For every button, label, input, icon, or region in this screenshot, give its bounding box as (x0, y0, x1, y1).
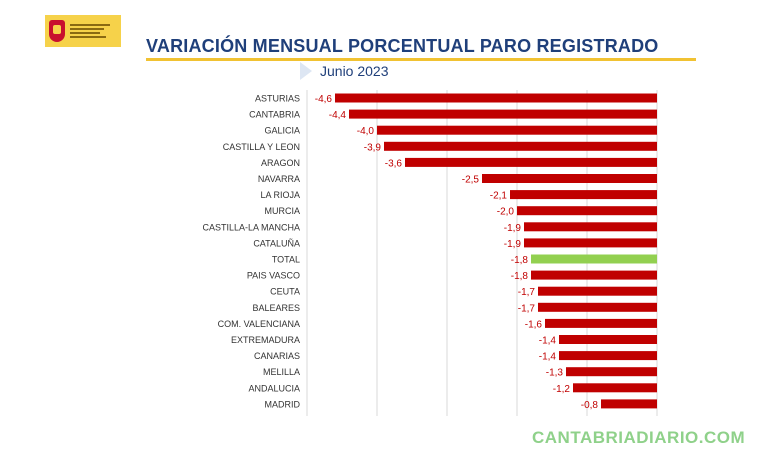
subtitle-row: Junio 2023 (300, 62, 389, 80)
category-label: MELILLA (263, 367, 300, 377)
value-label: -1,2 (553, 384, 571, 395)
value-label: -2,1 (490, 191, 508, 202)
bar-baleares (538, 302, 657, 312)
value-label: -4,0 (357, 126, 375, 137)
value-label: -1,9 (504, 239, 522, 250)
category-label: COM. VALENCIANA (218, 319, 300, 329)
bar-andalucia (573, 383, 657, 393)
value-label: -2,5 (462, 175, 480, 186)
category-label: EXTREMADURA (231, 335, 300, 345)
category-label: CASTILLA-LA MANCHA (202, 222, 300, 232)
bar-madrid (601, 399, 657, 409)
bar-castilla-la-mancha (524, 222, 657, 232)
category-label: CANARIAS (254, 351, 300, 361)
category-label: LA RIOJA (260, 190, 300, 200)
value-label: -1,7 (518, 287, 536, 298)
value-label: -3,6 (385, 158, 403, 169)
bar-la-rioja (510, 190, 657, 200)
chart-title: VARIACIÓN MENSUAL PORCENTUAL PARO REGIST… (146, 36, 696, 61)
bar-canarias (559, 351, 657, 361)
value-label: -1,4 (539, 352, 557, 363)
value-label: -4,6 (315, 94, 333, 105)
category-label: GALICIA (264, 126, 300, 136)
bar-cataluña (524, 238, 657, 248)
bar-com-valenciana (545, 318, 657, 328)
category-label: NAVARRA (258, 174, 300, 184)
category-label: CEUTA (270, 287, 300, 297)
value-label: -1,8 (511, 255, 529, 266)
value-label: -1,3 (546, 368, 564, 379)
bar-navarra (482, 174, 657, 183)
category-label: PAIS VASCO (247, 271, 300, 281)
chart-subtitle: Junio 2023 (320, 63, 389, 79)
bar-murcia (517, 206, 657, 216)
bar-aragon (405, 157, 657, 167)
bar-ceuta (538, 286, 657, 296)
category-label: CATALUÑA (253, 238, 300, 248)
bar-extremadura (559, 335, 657, 344)
value-label: -3,9 (364, 142, 382, 153)
value-label: -4,4 (329, 110, 347, 121)
category-label: TOTAL (272, 255, 300, 265)
value-label: -1,7 (518, 303, 536, 314)
category-label: CASTILLA Y LEON (223, 142, 300, 152)
category-label: ANDALUCIA (248, 383, 300, 393)
value-label: -2,0 (497, 207, 515, 218)
chevron-right-icon (300, 62, 312, 80)
bar-castilla-y-leon (384, 141, 657, 151)
bar-asturias (335, 93, 657, 103)
watermark: CANTABRIADIARIO.COM (532, 428, 746, 447)
bar-cantabria (349, 109, 657, 119)
category-label: ASTURIAS (255, 94, 300, 104)
category-label: MURCIA (265, 206, 301, 216)
category-label: BALEARES (252, 303, 300, 313)
ministry-name-lines (70, 24, 110, 38)
value-label: -0,8 (581, 400, 599, 411)
value-label: -1,8 (511, 271, 529, 282)
value-label: -1,6 (525, 319, 543, 330)
category-label: ARAGON (261, 158, 300, 168)
coat-of-arms-icon (49, 20, 65, 42)
category-label: MADRID (265, 399, 301, 409)
bar-galicia (377, 125, 657, 135)
value-label: -1,4 (539, 336, 557, 347)
bar-melilla (566, 367, 657, 377)
bar-total (531, 254, 657, 264)
category-label: CANTABRIA (249, 110, 300, 120)
bar-pais-vasco (531, 270, 657, 280)
ministry-logo (45, 15, 121, 47)
value-label: -1,9 (504, 223, 522, 234)
